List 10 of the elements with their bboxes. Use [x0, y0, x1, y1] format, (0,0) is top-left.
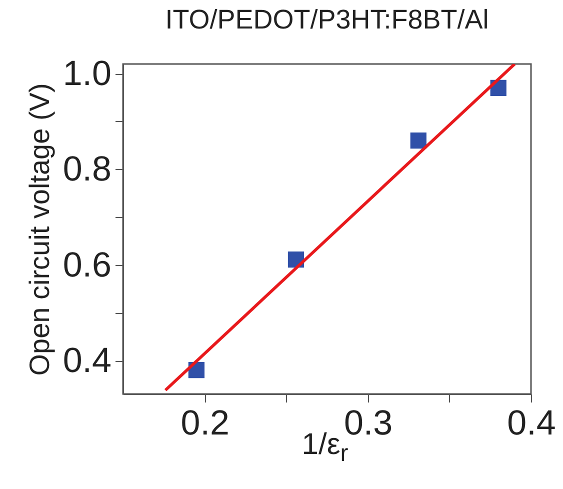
x-tick-label: 0.2	[180, 404, 230, 442]
y-axis-title: Open circuit voltage (V)	[24, 83, 55, 376]
x-tick-label: 0.4	[507, 404, 556, 442]
y-tick-label: 0.6	[62, 245, 112, 284]
x-tick-label: 0.3	[344, 404, 393, 442]
point	[410, 132, 426, 149]
chart-title: ITO/PEDOT/P3HT:F8BT/Al	[165, 4, 489, 35]
y-tick-label: 1.0	[62, 54, 112, 94]
y-tick-label: 0.4	[62, 341, 112, 380]
y-tick-label: 0.8	[62, 150, 112, 189]
